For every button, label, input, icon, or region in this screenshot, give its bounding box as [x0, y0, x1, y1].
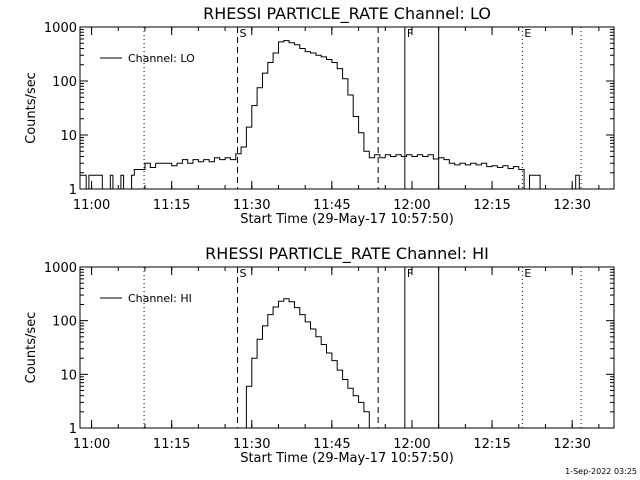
y-tick-label: 1 [69, 183, 77, 198]
y-tick-label: 1 [69, 422, 77, 437]
y-tick-label: 10 [60, 129, 77, 144]
x-axis-label: Start Time (29-May-17 10:57:50) [240, 212, 454, 227]
x-tick-label: 12:15 [473, 437, 510, 452]
x-tick-label: 11:15 [153, 198, 190, 213]
panel-lo-channel: RHESSI PARTICLE_RATE Channel: LO 11:00 11:… [24, 4, 615, 227]
event-marker-label: F [407, 267, 413, 280]
y-axis-label: Counts/sec [24, 72, 39, 144]
y-tick-label: 100 [52, 75, 77, 90]
x-tick-label: 11:00 [73, 198, 110, 213]
legend-entry: Channel: HI [128, 292, 192, 305]
x-tick-label: 11:00 [73, 437, 110, 452]
x-tick-label: 11:45 [313, 198, 350, 213]
y-tick-label: 1000 [44, 261, 77, 276]
x-tick-label: 11:45 [313, 437, 350, 452]
chart-title: RHESSI PARTICLE_RATE Channel: HI [205, 244, 489, 264]
event-marker-label: S [240, 27, 247, 40]
y-tick-label: 10 [60, 368, 77, 383]
y-tick-label: 1000 [44, 21, 77, 36]
series-line [241, 298, 370, 429]
x-tick-label: 12:00 [393, 437, 430, 452]
plot-frame [79, 26, 615, 190]
x-tick-label: 11:30 [233, 198, 270, 213]
x-tick-label: 12:30 [553, 198, 590, 213]
x-axis-label: Start Time (29-May-17 10:57:50) [240, 451, 454, 466]
event-marker-label: E [524, 27, 531, 40]
event-marker-label: F [407, 27, 413, 40]
y-tick-label: 100 [52, 315, 77, 330]
plot-frame [79, 266, 615, 429]
x-tick-label: 12:00 [393, 198, 430, 213]
panel-hi-channel: RHESSI PARTICLE_RATE Channel: HI 11:00 11:… [24, 244, 615, 466]
chart-title: RHESSI PARTICLE_RATE Channel: LO [203, 4, 491, 24]
x-tick-label: 12:30 [553, 437, 590, 452]
y-axis-label: Counts/sec [24, 312, 39, 384]
x-tick-label: 11:30 [233, 437, 270, 452]
event-marker-label: E [524, 267, 531, 280]
event-marker-label: S [240, 267, 247, 280]
footer-timestamp: 1-Sep-2022 03:25 [565, 467, 637, 476]
x-tick-label: 11:15 [153, 437, 190, 452]
legend-entry: Channel: LO [128, 52, 195, 65]
x-tick-label: 12:15 [473, 198, 510, 213]
series-line [80, 40, 580, 190]
